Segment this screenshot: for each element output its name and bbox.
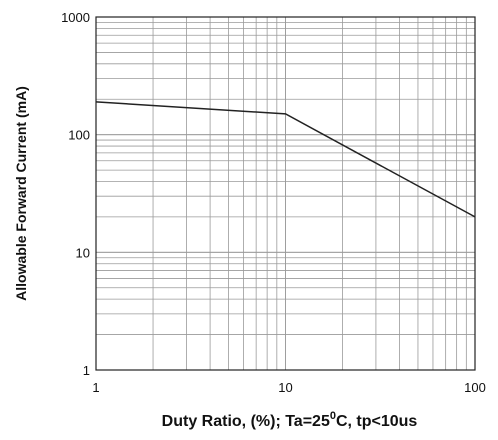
x-tick-label: 1 bbox=[92, 380, 99, 395]
x-tick-label: 100 bbox=[464, 380, 486, 395]
y-tick-label: 1000 bbox=[61, 10, 90, 25]
x-axis-label: Duty Ratio, (%); Ta=250C, tp<10us bbox=[162, 410, 418, 430]
series-line bbox=[95, 101, 476, 218]
y-tick-label: 10 bbox=[76, 245, 90, 260]
tick-labels: 1 10 100 1 10 100 1000 bbox=[61, 10, 486, 395]
x-tick-label: 10 bbox=[278, 380, 292, 395]
x-axis-label-tail: C, tp<10us bbox=[336, 413, 417, 430]
y-tick-label: 1 bbox=[83, 363, 90, 378]
x-axis-label-superscript: 0 bbox=[330, 410, 336, 422]
x-axis-label-main: Duty Ratio, (%); Ta=25 bbox=[162, 413, 330, 430]
y-axis-label: Allowable Forward Current (mA) bbox=[13, 86, 29, 301]
grid bbox=[95, 16, 476, 371]
y-tick-label: 100 bbox=[68, 128, 90, 143]
plot-frame bbox=[95, 16, 476, 371]
